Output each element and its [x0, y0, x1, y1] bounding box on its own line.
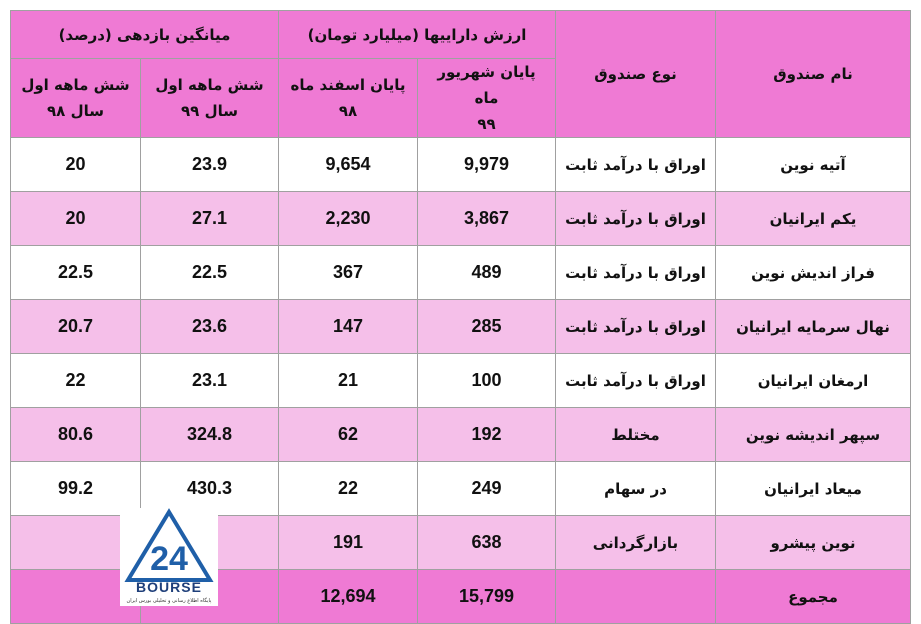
logo-name: BOURSE [136, 579, 202, 595]
header-cell: میانگین بازدهی (درصد) [10, 10, 279, 59]
table-cell: 99.2 [10, 461, 141, 516]
subheader-line: شش ماهه اول [155, 76, 264, 94]
subheader-line: پایان اسفند ماه [290, 76, 406, 94]
logo-mark: 24 [150, 540, 188, 578]
table-cell: سپهر اندیشه نوین [715, 407, 911, 462]
subheader-line: ۹۸ [338, 102, 358, 120]
table-cell: اوراق با درآمد ثابت [555, 245, 716, 300]
table-row: آتیه نوین اوراق با درآمد ثابت 9,979 9,654 23… [10, 137, 911, 192]
table-cell: در سهام [555, 461, 716, 516]
table-cell [555, 569, 716, 624]
table-cell: نوین پیشرو [715, 515, 911, 570]
table-cell: 430.3 [140, 461, 279, 516]
table-cell: 80.6 [10, 407, 141, 462]
subheader-line: ۹۹ [477, 115, 496, 133]
subheader-line: پایان شهریور ماه [437, 63, 536, 107]
table-cell: اوراق با درآمد ثابت [555, 353, 716, 408]
subheader-line: سال ۹۹ [181, 102, 238, 120]
table-cell: 22 [10, 353, 141, 408]
table-cell: 191 [278, 515, 418, 570]
header-cell: نوع صندوق [555, 10, 716, 138]
table-cell: 489 [417, 245, 556, 300]
table-header: نام صندوق نوع صندوق ارزش داراییها (میلیا… [10, 10, 911, 138]
table-cell: فراز اندیش نوین [715, 245, 911, 300]
table-body: آتیه نوین اوراق با درآمد ثابت 9,979 9,654 23… [10, 137, 911, 624]
subheader-cell: پایان اسفند ماه ۹۸ [278, 58, 418, 138]
table-cell: 22 [278, 461, 418, 516]
logo: 24 BOURSE پایگاه اطلاع رسانی و تحلیلی بو… [120, 508, 218, 606]
table-cell: 367 [278, 245, 418, 300]
logo-graphic: 24 BOURSE پایگاه اطلاع رسانی و تحلیلی بو… [124, 508, 214, 604]
table-cell: اوراق با درآمد ثابت [555, 137, 716, 192]
table-cell: 27.1 [140, 191, 279, 246]
table-cell: مجموع [715, 569, 911, 624]
table-cell: 20 [10, 191, 141, 246]
table-cell: نهال سرمایه ایرانیان [715, 299, 911, 354]
table-cell: 22.5 [10, 245, 141, 300]
table-cell: 9,979 [417, 137, 556, 192]
subheader-line: سال ۹۸ [47, 102, 104, 120]
table-cell: یکم ایرانیان [715, 191, 911, 246]
table-cell: 147 [278, 299, 418, 354]
table-cell: 62 [278, 407, 418, 462]
table-cell: 638 [417, 515, 556, 570]
table-cell: 3,867 [417, 191, 556, 246]
table-cell: 21 [278, 353, 418, 408]
funds-table: نام صندوق نوع صندوق ارزش داراییها (میلیا… [10, 10, 911, 624]
table-cell: اوراق با درآمد ثابت [555, 299, 716, 354]
table-row: ارمغان ایرانیان اوراق با درآمد ثابت 100 21 2… [10, 353, 911, 408]
table-cell: میعاد ایرانیان [715, 461, 911, 516]
table-cell: 23.1 [140, 353, 279, 408]
header-cell: نام صندوق [715, 10, 911, 138]
table-cell: 100 [417, 353, 556, 408]
table-row: میعاد ایرانیان در سهام 249 22 430.3 99.2 [10, 461, 911, 516]
table-row: نهال سرمایه ایرانیان اوراق با درآمد ثابت 2… [10, 299, 911, 354]
table-cell: 324.8 [140, 407, 279, 462]
table-cell: 9,654 [278, 137, 418, 192]
table-cell: بازارگردانی [555, 515, 716, 570]
table-cell: 20.7 [10, 299, 141, 354]
table-cell: 285 [417, 299, 556, 354]
table-cell: مختلط [555, 407, 716, 462]
table-row: مجموع 15,799 12,694 [10, 569, 911, 624]
table-cell: 249 [417, 461, 556, 516]
table-row: سپهر اندیشه نوین مختلط 192 62 324.8 80.6 [10, 407, 911, 462]
table-cell: 23.9 [140, 137, 279, 192]
table-cell [10, 515, 141, 570]
subheader-cell: شش ماهه اول سال ۹۹ [140, 58, 279, 138]
table-cell: 20 [10, 137, 141, 192]
table-cell: اوراق با درآمد ثابت [555, 191, 716, 246]
table-cell: آتیه نوین [715, 137, 911, 192]
table-cell: ارمغان ایرانیان [715, 353, 911, 408]
logo-triangle [124, 508, 214, 582]
table-cell: 192 [417, 407, 556, 462]
logo-caption: پایگاه اطلاع رسانی و تحلیلی بورس ایران [127, 597, 212, 604]
table-cell: 15,799 [417, 569, 556, 624]
table-row: نوین پیشرو بازارگردانی 638 191 [10, 515, 911, 570]
header-cell: ارزش داراییها (میلیارد تومان) [278, 10, 556, 59]
table-cell: 22.5 [140, 245, 279, 300]
header-row: پایان شهریور ماه ۹۹ پایان اسفند ماه ۹۸ شش ما… [10, 58, 911, 138]
table-cell: 23.6 [140, 299, 279, 354]
table-row: فراز اندیش نوین اوراق با درآمد ثابت 489 367… [10, 245, 911, 300]
table-row: یکم ایرانیان اوراق با درآمد ثابت 3,867 2,23… [10, 191, 911, 246]
table-cell [10, 569, 141, 624]
subheader-cell: شش ماهه اول سال ۹۸ [10, 58, 141, 138]
table-cell: 12,694 [278, 569, 418, 624]
subheader-line: شش ماهه اول [21, 76, 130, 94]
subheader-cell: پایان شهریور ماه ۹۹ [417, 58, 556, 138]
table-cell: 2,230 [278, 191, 418, 246]
header-row: نام صندوق نوع صندوق ارزش داراییها (میلیا… [10, 10, 911, 138]
